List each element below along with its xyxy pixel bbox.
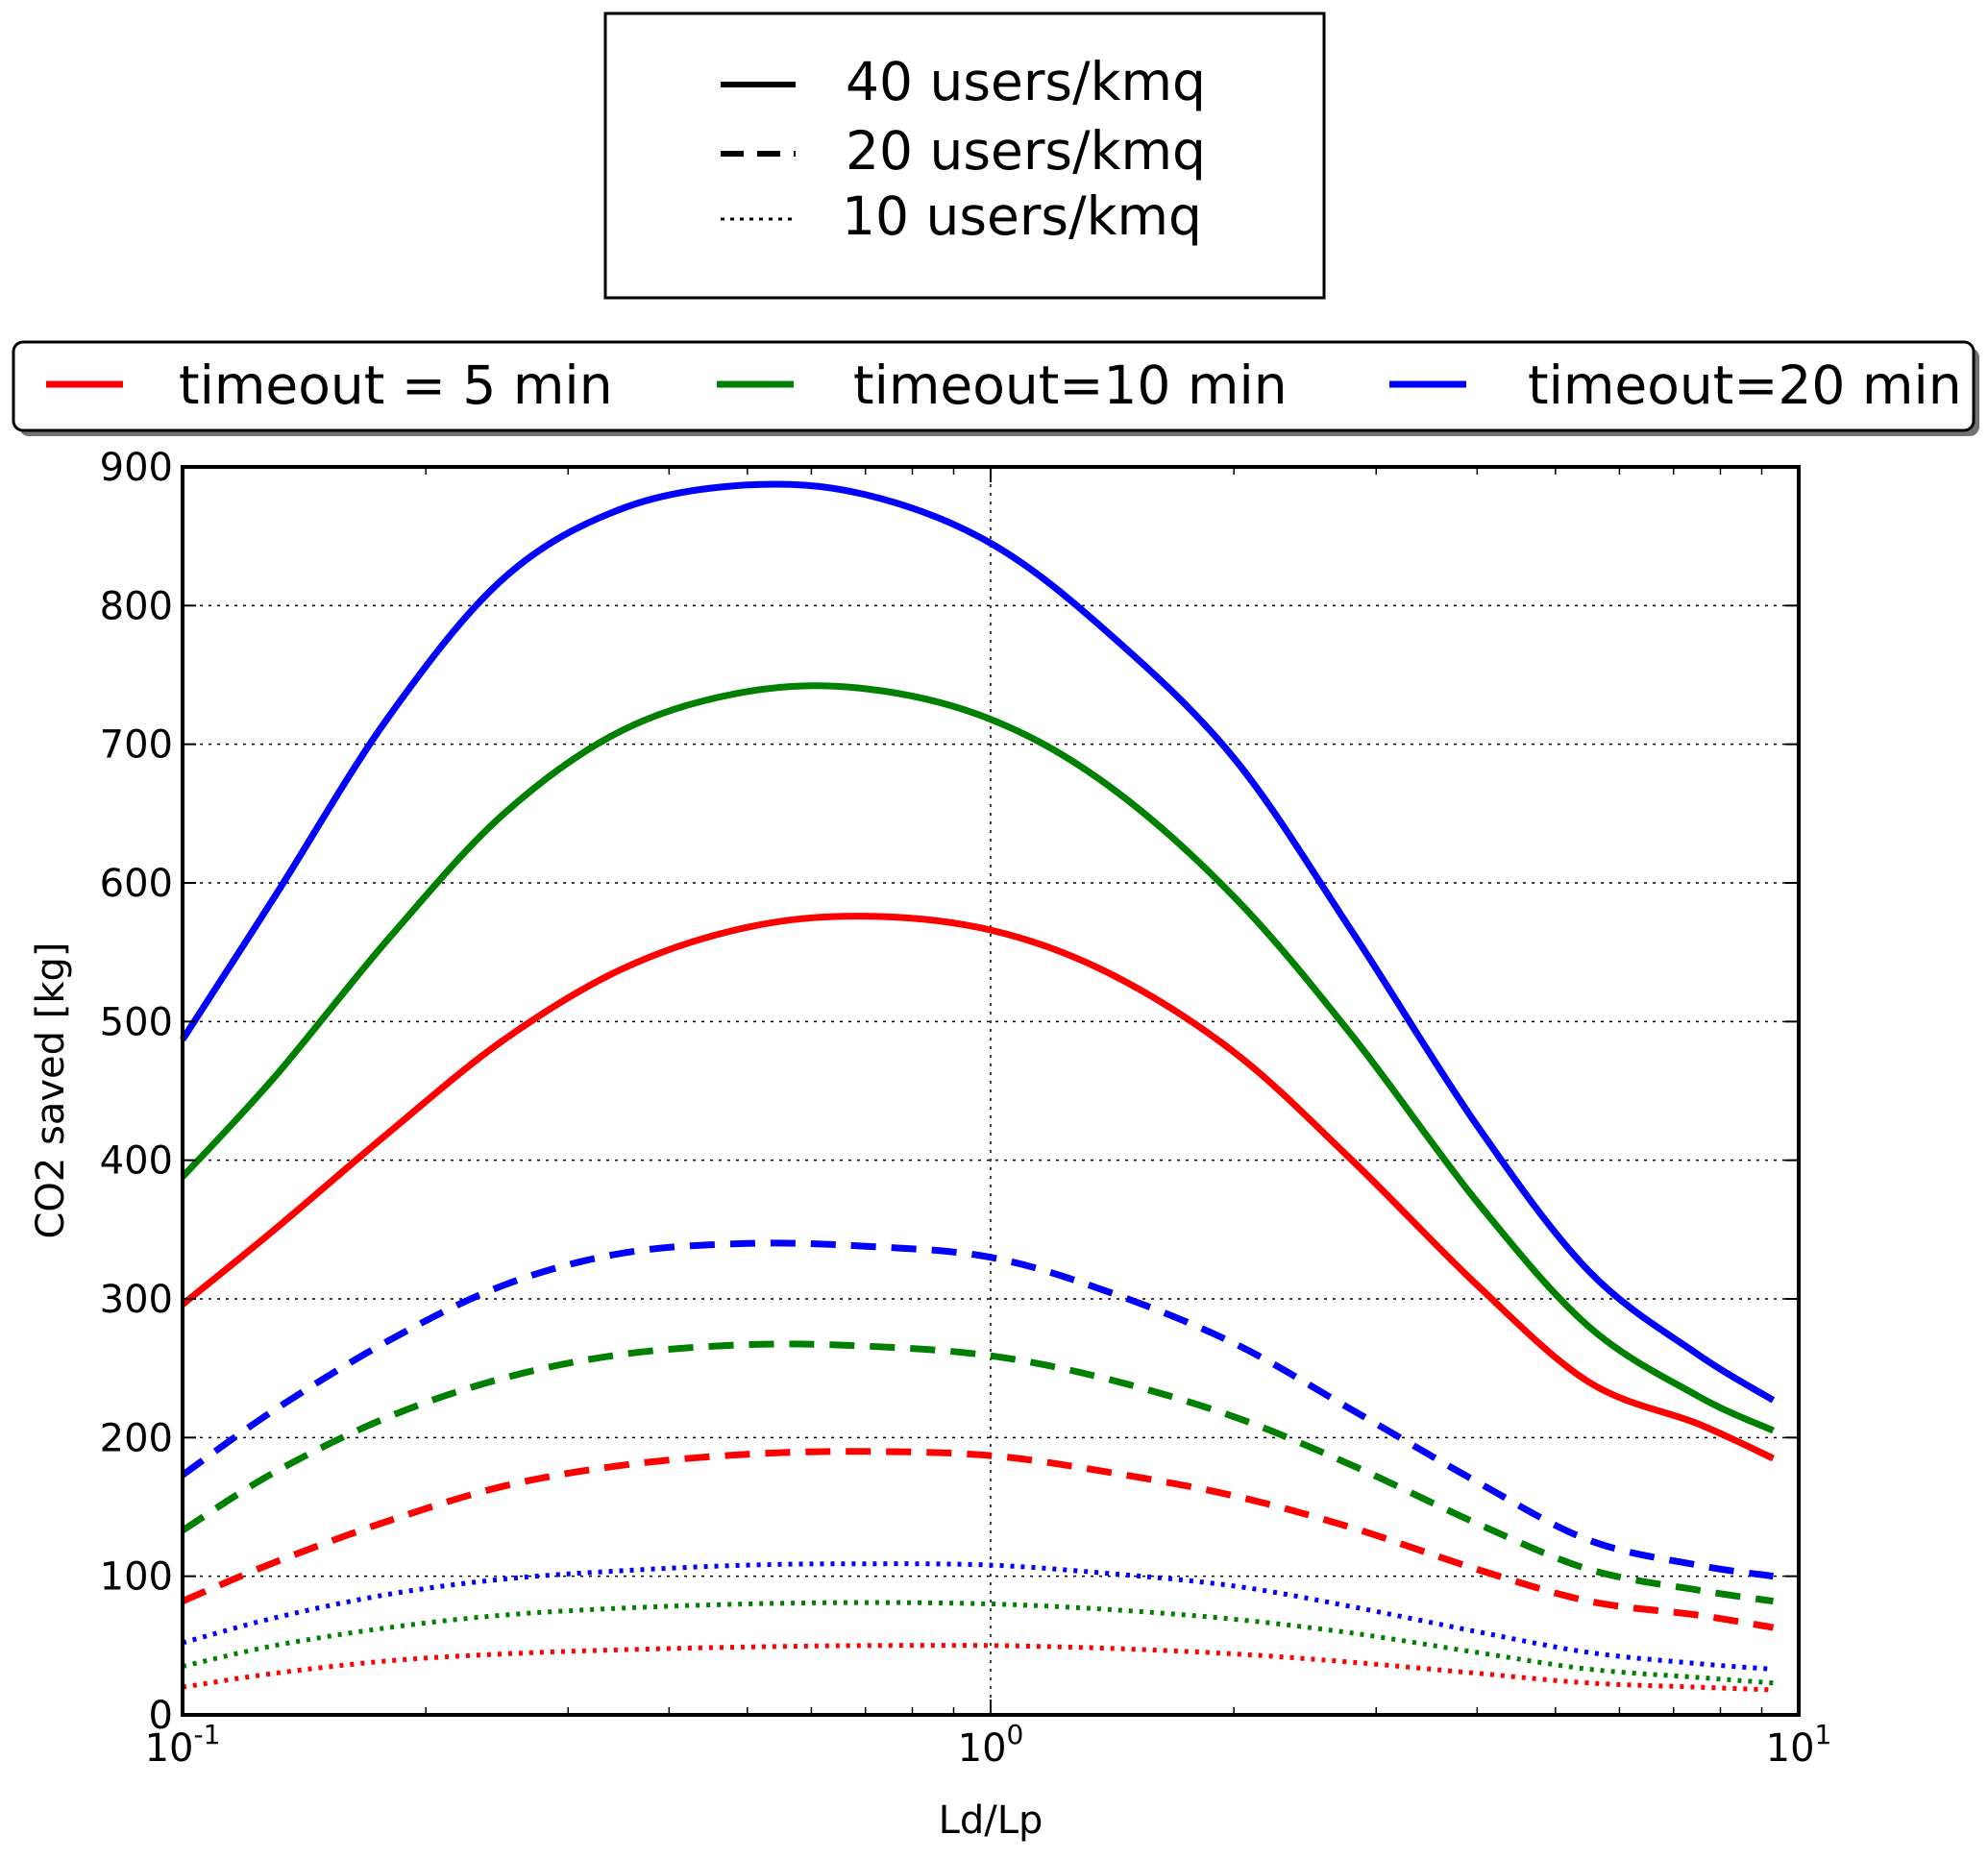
x-axis-label: Ld/Lp [939,1798,1043,1843]
x-tick-label-1: 100 [958,1719,1024,1771]
series-line-1 [180,682,1775,1434]
y-tick-label-4: 400 [100,1139,173,1184]
y-tick-label-9: 900 [100,446,173,490]
y-tick-label-7: 700 [100,723,173,768]
x-tick-label-2: 101 [1766,1719,1832,1771]
series-line-3 [181,1448,1775,1631]
y-tick-label-5: 500 [100,1000,173,1044]
x-tick-label-exp-1: 0 [1007,1719,1024,1750]
y-tick-label-8: 800 [100,584,173,628]
y-tick-label-6: 600 [100,862,173,906]
y-tick-label-1: 100 [100,1555,173,1600]
x-tick-label-exp-2: 1 [1815,1719,1832,1750]
legend-timeout-frame [12,340,1976,432]
series-line-7 [182,1600,1774,1686]
x-tick-label-exp-0: -1 [193,1719,220,1750]
grid-lines [183,467,1799,1715]
legend-density-label-40: 40 users/kmq [846,51,1206,112]
y-tick-label-2: 200 [100,1416,173,1460]
x-tick-label-base-2: 10 [1766,1726,1815,1771]
series-line-4 [181,1340,1775,1605]
legend-timeout-label-10: timeout=10 min [853,355,1288,416]
series-line-6 [182,1643,1774,1693]
legend-density-label-20: 20 users/kmq [846,120,1206,182]
plot-frame [181,465,1801,1717]
series-lines [180,480,1776,1693]
x-tick-label-0: 10-1 [145,1719,221,1771]
y-tick-label-3: 300 [100,1278,173,1322]
series-line-8 [182,1561,1774,1672]
series-line-0 [180,913,1775,1462]
x-tick-label-base-1: 10 [958,1726,1007,1771]
legend-density-label-10: 10 users/kmq [842,185,1202,247]
y-axis-label: CO2 saved [kg] [29,942,73,1238]
series-line-5 [180,1239,1775,1580]
legend-timeout-label-20: timeout=20 min [1528,355,1962,416]
x-tick-label-base-0: 10 [145,1726,194,1771]
series-line-2 [180,480,1776,1404]
legend-timeout-label-5: timeout = 5 min [179,355,613,416]
legend-density: 40 users/kmq 20 users/kmq 10 users/kmq [603,12,1326,300]
legend-timeout: timeout = 5 min timeout=10 min timeout=2… [12,340,1979,436]
y-tick-label-0: 0 [149,1694,173,1738]
